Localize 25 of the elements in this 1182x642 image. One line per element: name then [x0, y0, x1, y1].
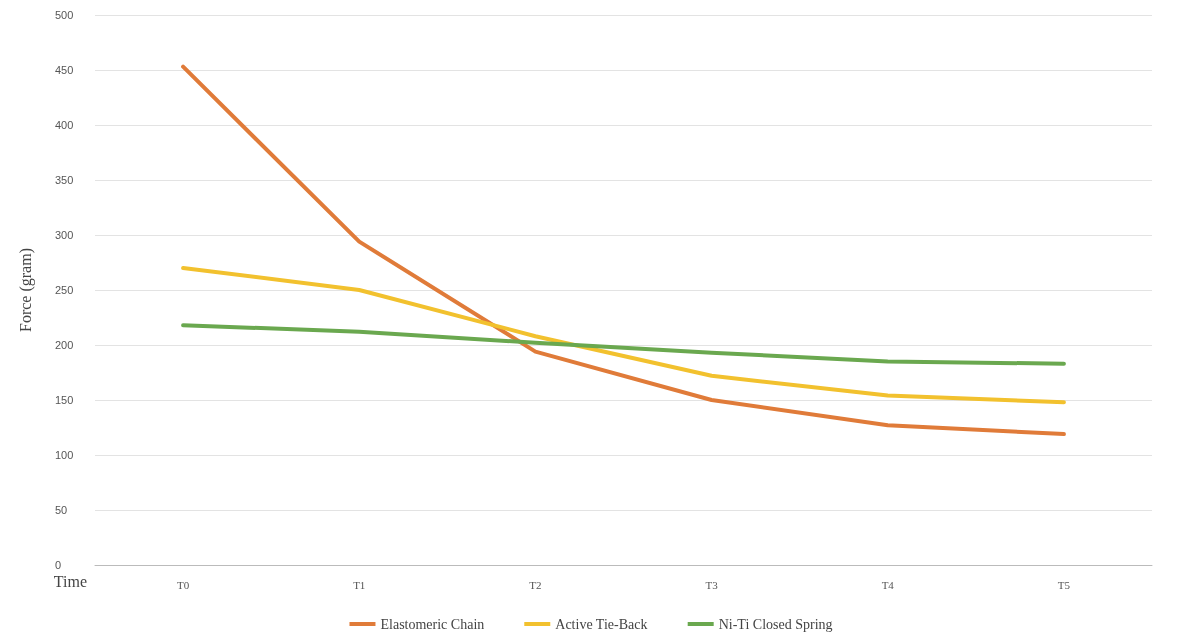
x-tick-label: T4	[881, 578, 895, 591]
x-tick-label: T1	[353, 578, 366, 591]
x-tick-label: T0	[176, 578, 190, 591]
y-tick-label: 250	[55, 284, 74, 296]
x-axis-title: Time	[53, 572, 87, 590]
legend-label: Elastomeric Chain	[380, 616, 485, 632]
y-tick-label: 500	[55, 9, 74, 21]
x-tick-label: T3	[705, 578, 719, 591]
y-tick-label: 350	[55, 174, 74, 186]
y-tick-label: 200	[55, 339, 74, 351]
legend-label: Active Tie-Back	[555, 616, 648, 632]
y-axis-title: Force (gram)	[16, 248, 35, 332]
legend-label: Ni-Ti Closed Spring	[718, 616, 833, 632]
y-tick-label: 300	[55, 229, 74, 241]
y-tick-label: 450	[55, 64, 74, 76]
y-tick-label: 400	[55, 119, 74, 131]
x-tick-label: T2	[529, 578, 542, 591]
line-series	[181, 323, 1066, 366]
line-series	[181, 64, 1066, 437]
x-tick-label: T5	[1057, 578, 1071, 591]
y-tick-label: 100	[55, 449, 74, 461]
y-tick-label: 150	[55, 394, 74, 406]
y-tick-label: 0	[55, 559, 62, 571]
y-tick-label: 50	[55, 504, 68, 516]
line-series	[181, 266, 1066, 405]
